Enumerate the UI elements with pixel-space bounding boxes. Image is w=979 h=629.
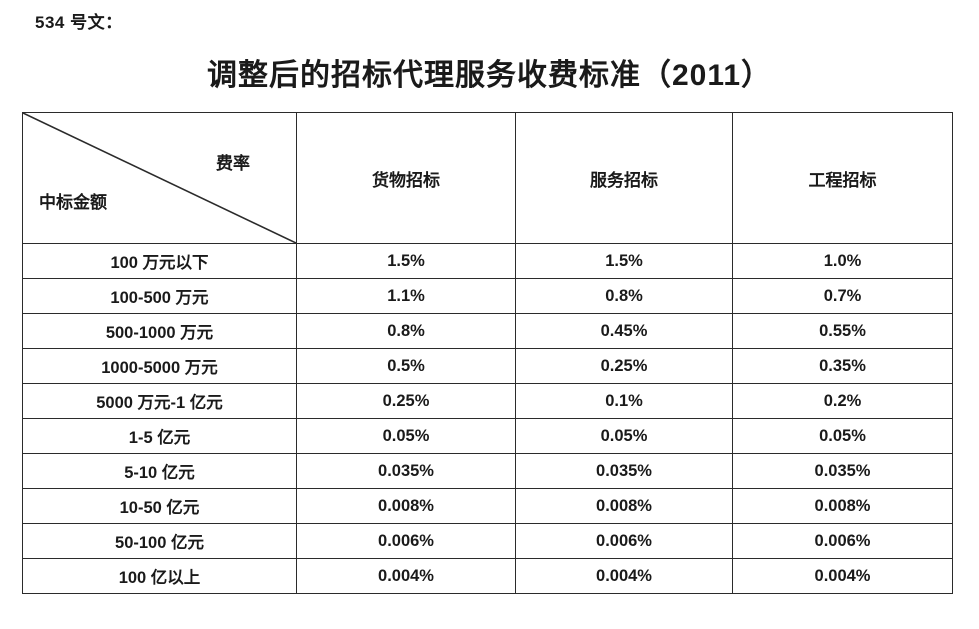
column-header-service-bidding: 服务招标	[515, 112, 733, 244]
fee-cell: 0.004%	[732, 558, 953, 594]
corner-label-rate: 费率	[216, 154, 250, 173]
fee-cell: 0.55%	[732, 313, 953, 349]
fee-cell: 0.35%	[732, 348, 953, 384]
fee-cell: 0.05%	[515, 418, 733, 454]
column-header-engineering-bidding: 工程招标	[732, 112, 953, 244]
fee-cell: 0.1%	[515, 383, 733, 419]
table-row: 5000 万元-1 亿元 0.25% 0.1% 0.2%	[22, 383, 953, 419]
fee-cell: 0.004%	[296, 558, 516, 594]
row-range-label: 100-500 万元	[22, 278, 297, 314]
diagonal-divider-line	[23, 113, 296, 243]
table-row: 100-500 万元 1.1% 0.8% 0.7%	[22, 278, 953, 314]
fee-cell: 0.035%	[732, 453, 953, 489]
row-range-label: 5000 万元-1 亿元	[22, 383, 297, 419]
fee-cell: 0.25%	[296, 383, 516, 419]
fee-cell: 0.05%	[296, 418, 516, 454]
corner-label-bid-amount: 中标金额	[39, 193, 107, 212]
fee-cell: 0.2%	[732, 383, 953, 419]
row-range-label: 1000-5000 万元	[22, 348, 297, 384]
table-row: 100 万元以下 1.5% 1.5% 1.0%	[22, 243, 953, 279]
table-row: 1-5 亿元 0.05% 0.05% 0.05%	[22, 418, 953, 454]
fee-cell: 0.5%	[296, 348, 516, 384]
table-header-row: 费率 中标金额 货物招标 服务招标 工程招标	[22, 112, 953, 244]
table-row: 50-100 亿元 0.006% 0.006% 0.006%	[22, 523, 953, 559]
fee-cell: 0.004%	[515, 558, 733, 594]
fee-cell: 0.25%	[515, 348, 733, 384]
row-range-label: 100 亿以上	[22, 558, 297, 594]
fee-cell: 0.035%	[296, 453, 516, 489]
row-range-label: 100 万元以下	[22, 243, 297, 279]
table-row: 500-1000 万元 0.8% 0.45% 0.55%	[22, 313, 953, 349]
fee-cell: 1.5%	[296, 243, 516, 279]
column-header-goods-bidding: 货物招标	[296, 112, 516, 244]
table-row: 100 亿以上 0.004% 0.004% 0.004%	[22, 558, 953, 594]
page-title: 调整后的招标代理服务收费标准（2011）	[206, 59, 773, 92]
fee-cell: 0.008%	[732, 488, 953, 524]
table-row: 1000-5000 万元 0.5% 0.25% 0.35%	[22, 348, 953, 384]
fee-cell: 0.8%	[296, 313, 516, 349]
fee-cell: 1.1%	[296, 278, 516, 314]
fee-cell: 0.7%	[732, 278, 953, 314]
row-range-label: 5-10 亿元	[22, 453, 297, 489]
fee-cell: 0.006%	[515, 523, 733, 559]
fee-cell: 0.006%	[296, 523, 516, 559]
document-number-label: 534 号文：	[35, 13, 123, 32]
row-range-label: 500-1000 万元	[22, 313, 297, 349]
fee-cell: 0.8%	[515, 278, 733, 314]
table-row: 10-50 亿元 0.008% 0.008% 0.008%	[22, 488, 953, 524]
fee-cell: 0.035%	[515, 453, 733, 489]
fee-cell: 0.006%	[732, 523, 953, 559]
fee-cell: 1.0%	[732, 243, 953, 279]
row-range-label: 50-100 亿元	[22, 523, 297, 559]
fee-cell: 1.5%	[515, 243, 733, 279]
corner-header-cell: 费率 中标金额	[22, 112, 297, 244]
row-range-label: 10-50 亿元	[22, 488, 297, 524]
fee-cell: 0.008%	[296, 488, 516, 524]
fee-cell: 0.05%	[732, 418, 953, 454]
fee-cell: 0.45%	[515, 313, 733, 349]
fee-cell: 0.008%	[515, 488, 733, 524]
table-row: 5-10 亿元 0.035% 0.035% 0.035%	[22, 453, 953, 489]
fee-schedule-table: 费率 中标金额 货物招标 服务招标 工程招标 100 万元以下 1.5% 1.5…	[22, 112, 953, 594]
row-range-label: 1-5 亿元	[22, 418, 297, 454]
